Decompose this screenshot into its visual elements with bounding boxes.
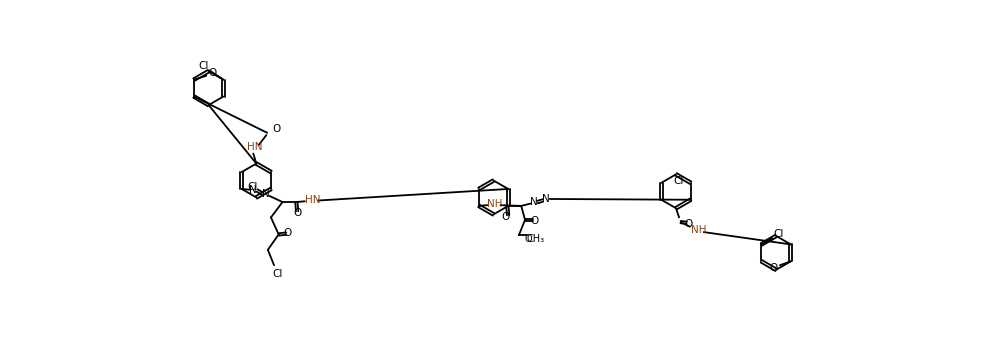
Text: N: N [529,197,537,207]
Text: Cl: Cl [673,176,684,186]
Text: O: O [524,234,532,244]
Text: O: O [273,124,280,134]
Text: O: O [530,216,538,226]
Text: HN: HN [247,142,263,152]
Text: Cl: Cl [247,182,258,193]
Text: N: N [249,185,257,195]
Text: O: O [283,228,292,238]
Text: O: O [769,263,778,273]
Text: Cl: Cl [773,229,783,239]
Text: Cl: Cl [272,269,282,279]
Text: NH: NH [691,225,707,235]
Text: CH₃: CH₃ [526,234,545,244]
Text: O: O [209,68,216,79]
Text: O: O [502,212,510,222]
Text: N: N [542,194,550,204]
Text: NH: NH [487,199,503,209]
Text: O: O [294,208,302,218]
Text: HN: HN [305,195,320,205]
Text: N: N [262,189,270,199]
Text: Cl: Cl [198,61,209,71]
Text: O: O [684,219,693,229]
